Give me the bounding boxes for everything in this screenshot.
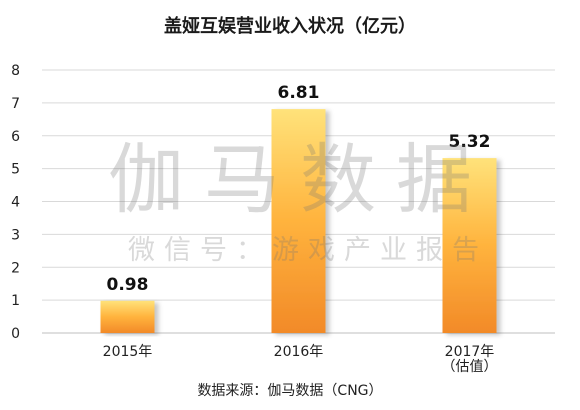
y-tick-label: 8 [11, 63, 20, 79]
y-tick-label: 2 [11, 260, 20, 276]
bar [100, 300, 155, 333]
x-axis-tick-labels: 2015年 2016年 2017年（估值） [103, 344, 498, 375]
y-tick-label: 3 [11, 227, 20, 243]
data-source-note: 数据来源：伽马数据（CNG） [197, 383, 383, 399]
data-labels: 0.98 6.81 5.32 [107, 83, 491, 295]
bar-value-label: 6.81 [278, 83, 320, 103]
y-tick-label: 1 [11, 293, 20, 309]
y-tick-label: 6 [11, 129, 20, 145]
y-tick-label: 0 [11, 326, 20, 342]
bars [100, 109, 497, 333]
bar [271, 109, 326, 333]
y-axis-tick-labels: 0 1 2 3 4 5 6 7 8 [11, 63, 20, 342]
y-tick-label: 7 [11, 96, 20, 112]
x-tick-label: 2016年 [274, 344, 324, 360]
x-tick-label: 2015年 [103, 344, 153, 360]
y-tick-label: 5 [11, 162, 20, 178]
x-tick-label: （估值） [442, 359, 498, 375]
bar-value-label: 5.32 [449, 132, 491, 152]
x-tick-label: 2017年 [445, 344, 495, 360]
chart-title: 盖娅互娱营业收入状况（亿元） [164, 16, 416, 37]
bar [442, 158, 497, 333]
watermark-subtext: 微信号：游戏产业报告 [128, 235, 488, 266]
y-tick-label: 4 [11, 195, 20, 211]
watermark-logo-text: 伽马数据 [108, 135, 492, 224]
bar-value-label: 0.98 [107, 275, 149, 295]
